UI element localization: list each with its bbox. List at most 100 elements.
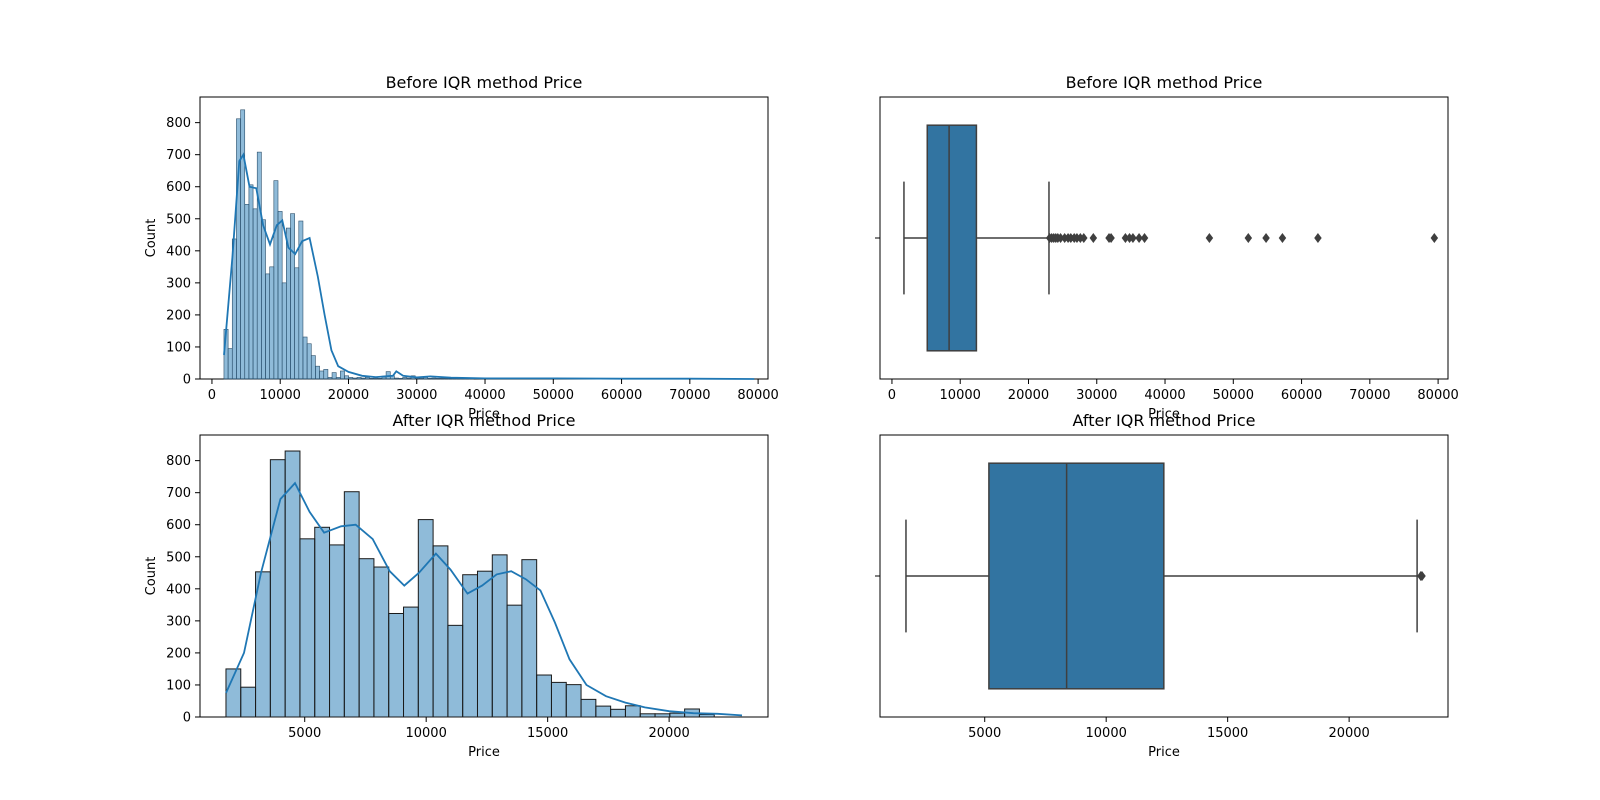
hist-after-xtick-label: 15000 [527, 726, 568, 741]
hist-before-xtick-label: 20000 [328, 388, 369, 403]
hist-after-bar [698, 713, 715, 718]
hist-after-ytick-label: 700 [166, 486, 191, 501]
box-before-outlier-point [1135, 233, 1143, 243]
hist-after-bar [373, 566, 390, 718]
hist-after-bar [447, 624, 464, 718]
hist-after-title: After IQR method Price [393, 411, 576, 430]
hist-after-xtick-label: 10000 [405, 726, 446, 741]
hist-before-bar [406, 377, 412, 380]
hist-before-ytick-label: 200 [166, 308, 191, 323]
box-before-outlier-point [1278, 233, 1287, 243]
hist-before-bar [327, 377, 333, 380]
box-before-xtick-label: 60000 [1281, 388, 1322, 403]
box-before-xlabel: Price [1148, 407, 1180, 422]
hist-before-bar [319, 370, 325, 380]
hist-before-bar [373, 377, 379, 380]
box-before-outlier-point [1107, 233, 1115, 243]
box-before-outlier-point [1140, 233, 1149, 243]
hist-before-bar [240, 109, 246, 380]
box-after-xlabel: Price [1148, 745, 1180, 760]
box-before-outlier-point [1430, 233, 1439, 243]
hist-before-bar [352, 377, 358, 380]
box-before-outlier-point [1129, 233, 1137, 243]
box-before-title: Before IQR method Price [1066, 73, 1263, 92]
hist-before-bar [444, 378, 449, 380]
hist-after-bar [639, 713, 656, 718]
box-before-xtick-label: 0 [888, 388, 896, 403]
hist-after-ytick-label: 800 [166, 454, 191, 469]
hist-after-ytick-label: 300 [166, 614, 191, 629]
hist-after-bar [521, 559, 538, 718]
box-after-xtick-label: 5000 [968, 726, 1001, 741]
hist-before-bar [365, 377, 370, 380]
hist-after-bar [240, 686, 257, 718]
hist-after-bar [255, 571, 271, 718]
hist-after-ytick-label: 500 [166, 550, 191, 565]
hist-before-bar [419, 377, 424, 380]
hist-after-ylabel: Count [144, 557, 159, 596]
hist-after-bar [610, 708, 626, 718]
hist-before-bar [439, 378, 445, 380]
box-before-xtick-label: 10000 [940, 388, 981, 403]
box-after-outlier-point [1418, 571, 1426, 581]
hist-after-bar [624, 705, 641, 718]
hist-before-ytick-label: 100 [166, 340, 191, 355]
box-before-outlier-point [1080, 233, 1088, 243]
hist-before-bar [369, 378, 374, 380]
hist-after-ytick-label: 400 [166, 582, 191, 597]
hist-before-bar [348, 377, 354, 380]
hist-before-ytick-label: 600 [166, 180, 191, 195]
hist-before-bar [281, 282, 287, 380]
hist-before-bar [394, 377, 399, 380]
hist-after-bar [403, 606, 419, 718]
hist-after-bar [536, 674, 552, 718]
hist-after-xlabel: Price [468, 745, 500, 760]
hist-before-bar [273, 180, 279, 380]
box-after-xtick-label: 10000 [1086, 726, 1127, 741]
hist-after-xtick-label: 5000 [288, 726, 321, 741]
hist-before-ytick-label: 700 [166, 148, 191, 163]
hist-after-bar [565, 684, 582, 718]
box-after-xtick-label: 20000 [1328, 726, 1369, 741]
hist-before-bar [360, 377, 366, 380]
hist-before-bar [402, 377, 408, 380]
box-before-panel: Before IQR method Price 0 10000 20000 30000… [875, 73, 1459, 422]
hist-before-bar [310, 355, 316, 380]
hist-after-ytick-label: 200 [166, 646, 191, 661]
hist-after-bar [550, 681, 567, 718]
box-after-title: After IQR method Price [1073, 411, 1256, 430]
box-before-iqr-box [926, 124, 978, 352]
hist-after-ytick-label: 100 [166, 678, 191, 693]
hist-before-ytick-label: 0 [183, 373, 191, 388]
box-after-xtick-label: 15000 [1207, 726, 1248, 741]
hist-before-bar [427, 378, 433, 380]
hist-before-ytick-label: 500 [166, 212, 191, 227]
hist-before-bar [435, 378, 441, 380]
hist-after-bar [432, 545, 449, 718]
hist-after-ytick-label: 600 [166, 518, 191, 533]
hist-before-bar [248, 184, 254, 380]
hist-before-bar [431, 377, 437, 380]
hist-after-bar [358, 558, 375, 718]
hist-after-bar [491, 554, 508, 718]
hist-after-bar [417, 519, 434, 718]
hist-before-bar [252, 208, 258, 380]
hist-before-ytick-label: 400 [166, 244, 191, 259]
hist-before-bar [356, 377, 362, 380]
hist-before-kde-line [223, 152, 755, 380]
hist-before-bar [244, 204, 250, 380]
box-before-xtick-label: 40000 [1144, 388, 1185, 403]
hist-before-title: Before IQR method Price [386, 73, 583, 92]
box-after-panel: After IQR method Price 5000 10000 15000 200… [875, 411, 1449, 760]
hist-after-bar [654, 713, 671, 718]
hist-before-bar [227, 348, 233, 380]
hist-before-bar [335, 377, 341, 380]
hist-after-bar [669, 712, 686, 718]
box-before-outlier-point [1314, 233, 1322, 243]
hist-after-bar [462, 574, 478, 718]
hist-before-bar [265, 273, 270, 380]
hist-before-xlabel: Price [468, 407, 500, 422]
hist-before-bar [315, 365, 320, 380]
hist-before-xtick-label: 70000 [669, 388, 710, 403]
box-before-xtick-label: 30000 [1076, 388, 1117, 403]
